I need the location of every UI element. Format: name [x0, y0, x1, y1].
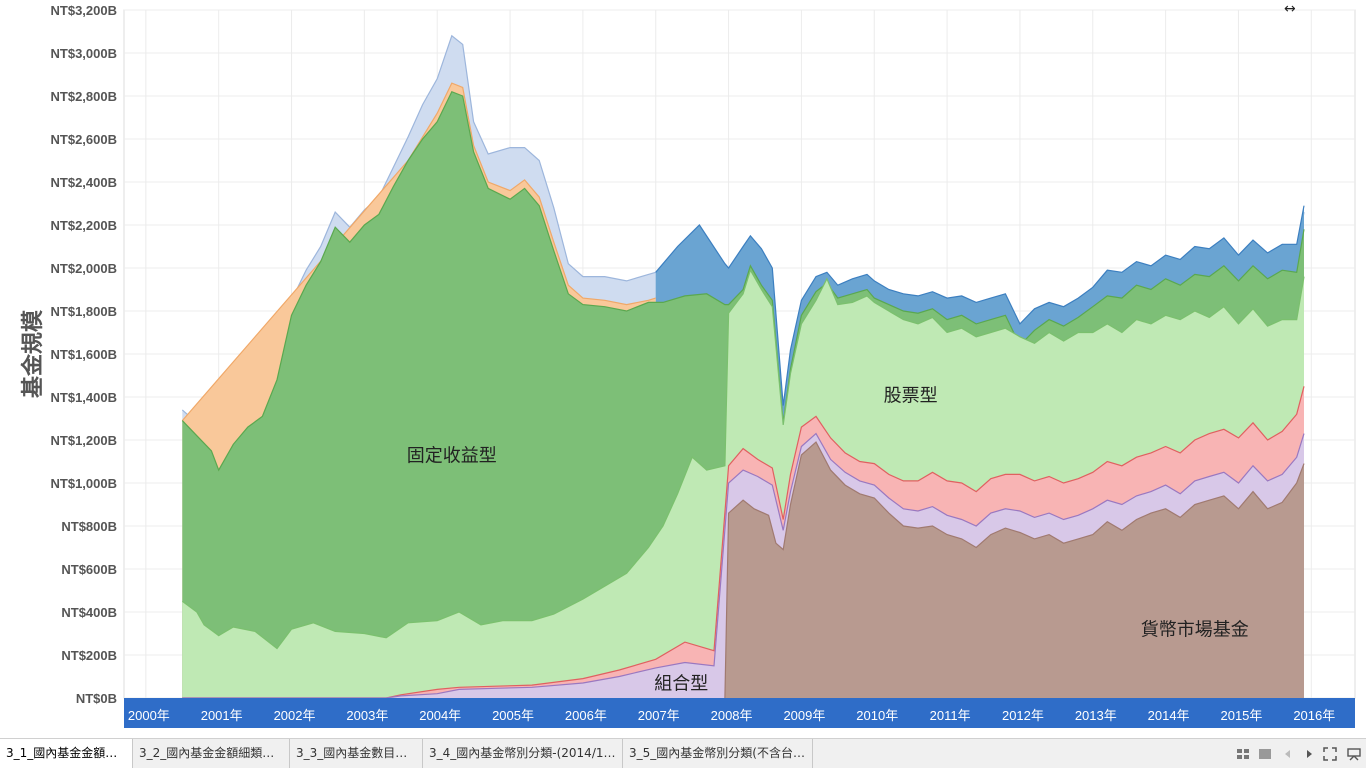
- tab-3-4[interactable]: 3_4_國內基金幣別分類-(2014/1 ...: [423, 739, 623, 768]
- x-tick-label: 2006年: [565, 708, 607, 723]
- sheet-tab-bar: 3_1_國內基金金額分布 3_2_國內基金金額細類分布 3_3_國內基金數目分布…: [0, 738, 1366, 768]
- y-tick-label: NT$1,200B: [51, 433, 117, 448]
- x-tick-label: 2004年: [419, 708, 461, 723]
- grid-view-icon[interactable]: [1236, 747, 1250, 761]
- presentation-icon[interactable]: [1346, 747, 1361, 761]
- y-axis-title: 基金規模: [20, 309, 46, 398]
- y-tick-label: NT$3,000B: [51, 46, 117, 61]
- x-tick-label: 2013年: [1075, 708, 1117, 723]
- series-areas: [181, 34, 1305, 699]
- y-tick-label: NT$400B: [61, 605, 117, 620]
- x-tick-label: 2003年: [346, 708, 388, 723]
- area-annotation: 貨幣市場基金: [1141, 620, 1249, 641]
- line-fund-of-funds: [182, 432, 1305, 699]
- y-tick-label: NT$200B: [61, 648, 117, 663]
- area-annotation: 股票型: [884, 385, 938, 406]
- area-money-market: [724, 442, 1304, 698]
- tab-3-1[interactable]: 3_1_國內基金金額分布: [0, 739, 133, 768]
- x-tick-label: 2015年: [1220, 708, 1262, 723]
- y-tick-label: NT$0B: [76, 691, 117, 706]
- fullscreen-icon[interactable]: [1323, 747, 1337, 761]
- y-tick-label: NT$1,600B: [51, 347, 117, 362]
- line-fund-of-funds-red: [182, 386, 1305, 699]
- x-tick-label: 2007年: [638, 708, 680, 723]
- y-tick-label: NT$1,800B: [51, 304, 117, 319]
- x-tick-label: 2010年: [856, 708, 898, 723]
- line-dark-blue-band: [655, 205, 1305, 406]
- x-tick-label: 2000年: [128, 708, 170, 723]
- x-tick-label: 2012年: [1002, 708, 1044, 723]
- y-tick-label: NT$1,400B: [51, 390, 117, 405]
- area-annotation: 組合型: [654, 673, 708, 694]
- y-tick-label: NT$2,800B: [51, 89, 117, 104]
- y-tick-label: NT$2,600B: [51, 132, 117, 147]
- x-tick-label: 2014年: [1148, 708, 1190, 723]
- x-tick-label: 2016年: [1293, 708, 1335, 723]
- y-tick-label: NT$3,200B: [51, 3, 117, 18]
- y-tick-label: NT$1,000B: [51, 476, 117, 491]
- x-tick-label: 2008年: [711, 708, 753, 723]
- x-axis: 2000年 2001年 2002年 2003年 2004年 2005年 2006年 2007年…: [128, 708, 1335, 723]
- line-equity: [181, 268, 1305, 650]
- single-view-icon[interactable]: [1258, 747, 1272, 761]
- x-tick-label: 2005年: [492, 708, 534, 723]
- prev-icon[interactable]: [1281, 747, 1295, 761]
- chart: NT$0B NT$200B NT$400B NT$600B NT$800B NT$1,00…: [20, 3, 1356, 728]
- x-tick-label: 2002年: [274, 708, 316, 723]
- y-tick-label: NT$2,400B: [51, 175, 117, 190]
- line-money-market: [724, 441, 1305, 699]
- area-annotation: 固定收益型: [407, 446, 497, 467]
- y-tick-label: NT$800B: [61, 519, 117, 534]
- resize-icon[interactable]: ↔: [1284, 1, 1296, 17]
- x-axis-band: [124, 698, 1355, 728]
- y-tick-label: NT$2,000B: [51, 261, 117, 276]
- x-tick-label: 2011年: [930, 708, 971, 723]
- next-icon[interactable]: [1302, 747, 1316, 761]
- line-fixed-income: [181, 90, 1305, 472]
- x-tick-label: 2001年: [201, 708, 243, 723]
- tab-3-2[interactable]: 3_2_國內基金金額細類分布: [133, 739, 290, 768]
- tab-3-3[interactable]: 3_3_國內基金數目分布: [290, 739, 423, 768]
- y-tick-label: NT$600B: [61, 562, 117, 577]
- y-tick-label: NT$2,200B: [51, 218, 117, 233]
- x-tick-label: 2009年: [783, 708, 825, 723]
- tab-3-5[interactable]: 3_5_國內基金幣別分類(不含台幣): [623, 739, 813, 768]
- y-axis: NT$0B NT$200B NT$400B NT$600B NT$800B NT$1,00…: [51, 3, 117, 706]
- line-orange-band: [181, 82, 656, 421]
